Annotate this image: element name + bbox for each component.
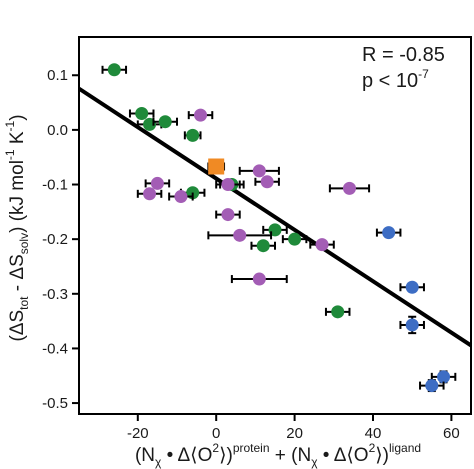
marker-circle bbox=[256, 239, 270, 253]
green-data-point bbox=[152, 115, 178, 129]
green-data-point bbox=[324, 305, 351, 319]
purple-data-point bbox=[187, 108, 214, 122]
green-data-point bbox=[128, 106, 155, 120]
x-tick-label: 40 bbox=[365, 425, 382, 442]
marker-circle bbox=[221, 208, 235, 222]
marker-circle bbox=[186, 128, 200, 142]
green-data-point bbox=[101, 63, 128, 77]
marker-circle bbox=[135, 106, 149, 120]
marker-circle bbox=[107, 63, 121, 77]
marker-circle bbox=[405, 318, 419, 332]
x-tick-label: 20 bbox=[286, 425, 303, 442]
y-tick-label: -0.2 bbox=[42, 231, 68, 248]
marker-circle bbox=[174, 190, 188, 204]
blue-data-point bbox=[399, 315, 425, 335]
purple-data-point bbox=[328, 181, 371, 195]
marker-circle bbox=[288, 232, 302, 246]
marker-circle bbox=[233, 228, 247, 242]
green-data-point bbox=[250, 239, 276, 253]
y-tick-label: 0.1 bbox=[47, 67, 68, 84]
y-tick-label: -0.3 bbox=[42, 286, 68, 303]
x-axis-ticks: -20 0 20 40 60 bbox=[127, 414, 460, 442]
y-axis-ticks: 0.1 0.0 -0.1 -0.2 -0.3 -0.4 -0.5 bbox=[42, 67, 79, 412]
correlation-annotation: R = -0.85 bbox=[362, 44, 445, 66]
p-value-annotation: p < 10-7 bbox=[362, 67, 429, 92]
marker-circle bbox=[382, 226, 396, 240]
x-axis-label: (Nχ • Δ⟨O2⟩)protein + (Nχ • Δ⟨O2⟩)ligand bbox=[135, 441, 421, 469]
regression-line bbox=[77, 86, 473, 348]
x-tick-label: -20 bbox=[127, 425, 149, 442]
marker-circle bbox=[194, 108, 208, 122]
purple-data-point bbox=[215, 178, 241, 192]
marker-circle bbox=[150, 176, 164, 190]
green-data-point bbox=[183, 128, 202, 142]
marker-square bbox=[208, 158, 225, 175]
purple-data-point bbox=[207, 228, 273, 242]
fit-line-layer bbox=[77, 86, 473, 348]
marker-circle bbox=[252, 272, 266, 286]
x-tick-label: 60 bbox=[443, 425, 460, 442]
x-tick-label: 0 bbox=[212, 425, 220, 442]
marker-circle bbox=[158, 115, 172, 129]
markers-layer bbox=[101, 63, 457, 393]
purple-data-point bbox=[254, 175, 280, 189]
y-tick-label: -0.5 bbox=[42, 395, 68, 412]
plot-frame bbox=[78, 36, 472, 415]
y-tick-label: 0.0 bbox=[47, 122, 68, 139]
marker-circle bbox=[425, 379, 439, 393]
blue-data-point bbox=[375, 226, 402, 240]
marker-circle bbox=[221, 178, 235, 192]
y-tick-label: -0.1 bbox=[42, 177, 68, 194]
marker-circle bbox=[260, 175, 274, 189]
blue-data-point bbox=[419, 379, 445, 393]
marker-circle bbox=[252, 164, 266, 178]
green-data-point bbox=[281, 232, 308, 246]
y-axis-label: (ΔStot - ΔSsolv) (kJ mol-1 K-1) bbox=[3, 114, 31, 341]
marker-circle bbox=[342, 181, 356, 195]
marker-circle bbox=[331, 305, 345, 319]
blue-data-point bbox=[399, 280, 425, 294]
y-tick-label: -0.4 bbox=[42, 340, 68, 357]
purple-data-point bbox=[168, 190, 194, 204]
purple-data-point bbox=[136, 187, 163, 201]
marker-circle bbox=[405, 280, 419, 294]
marker-circle bbox=[437, 370, 451, 384]
purple-data-point bbox=[309, 238, 335, 252]
purple-data-point bbox=[238, 164, 280, 178]
marker-circle bbox=[315, 238, 329, 252]
purple-data-point bbox=[215, 208, 241, 222]
orange-data-point bbox=[207, 158, 226, 175]
marker-circle bbox=[143, 187, 157, 201]
purple-data-point bbox=[230, 272, 288, 286]
purple-data-point bbox=[144, 176, 171, 190]
